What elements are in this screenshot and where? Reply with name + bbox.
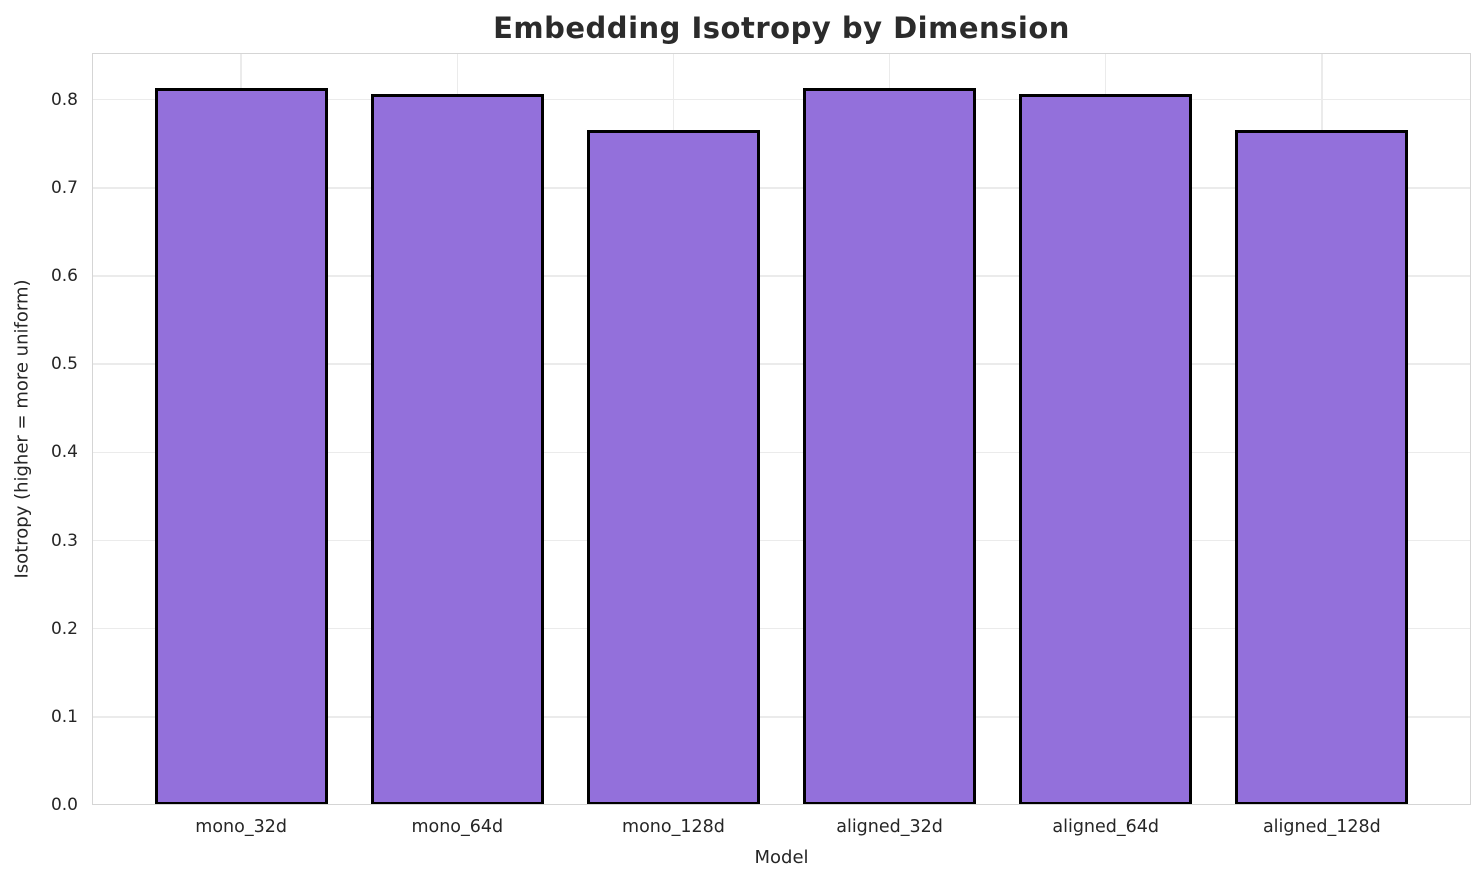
y-gridline: [92, 363, 1471, 365]
bar-mono_64d: [370, 93, 544, 805]
bar-aligned_128d: [1235, 129, 1409, 805]
y-tick-label: 0.4: [50, 442, 78, 463]
x-tick-label: mono_32d: [195, 817, 287, 837]
x-tick-label: aligned_64d: [1052, 817, 1160, 837]
x-tick-label: mono_64d: [411, 817, 504, 837]
x-axis-label: Model: [754, 847, 809, 868]
x-tick-label: aligned_32d: [836, 817, 943, 837]
bar-mono_128d: [586, 129, 760, 805]
y-gridline: [92, 187, 1471, 189]
bar-aligned_64d: [1019, 93, 1193, 805]
bar-mono_32d: [154, 88, 328, 805]
chart-title: Embedding Isotropy by Dimension: [493, 11, 1070, 45]
y-gridline: [92, 716, 1471, 718]
plot-area: [92, 53, 1471, 805]
y-gridline: [92, 539, 1471, 542]
y-tick-label: 0.2: [50, 618, 78, 639]
y-gridline: [92, 627, 1471, 630]
y-tick-label: 0.6: [50, 266, 78, 287]
y-gridline: [92, 451, 1471, 454]
y-tick-label: 0.3: [50, 530, 78, 551]
y-tick-label: 0.8: [50, 89, 78, 110]
x-tick-label: mono_128d: [622, 817, 725, 837]
y-tick-label: 0.7: [50, 177, 78, 198]
bar-aligned_32d: [803, 88, 977, 805]
x-tick-label: aligned_128d: [1262, 817, 1381, 837]
y-tick-label: 0.0: [50, 795, 78, 815]
y-tick-label: 0.5: [50, 354, 78, 375]
y-gridline: [92, 275, 1471, 277]
y-gridline: [92, 98, 1471, 101]
y-tick-label: 0.1: [50, 706, 78, 727]
